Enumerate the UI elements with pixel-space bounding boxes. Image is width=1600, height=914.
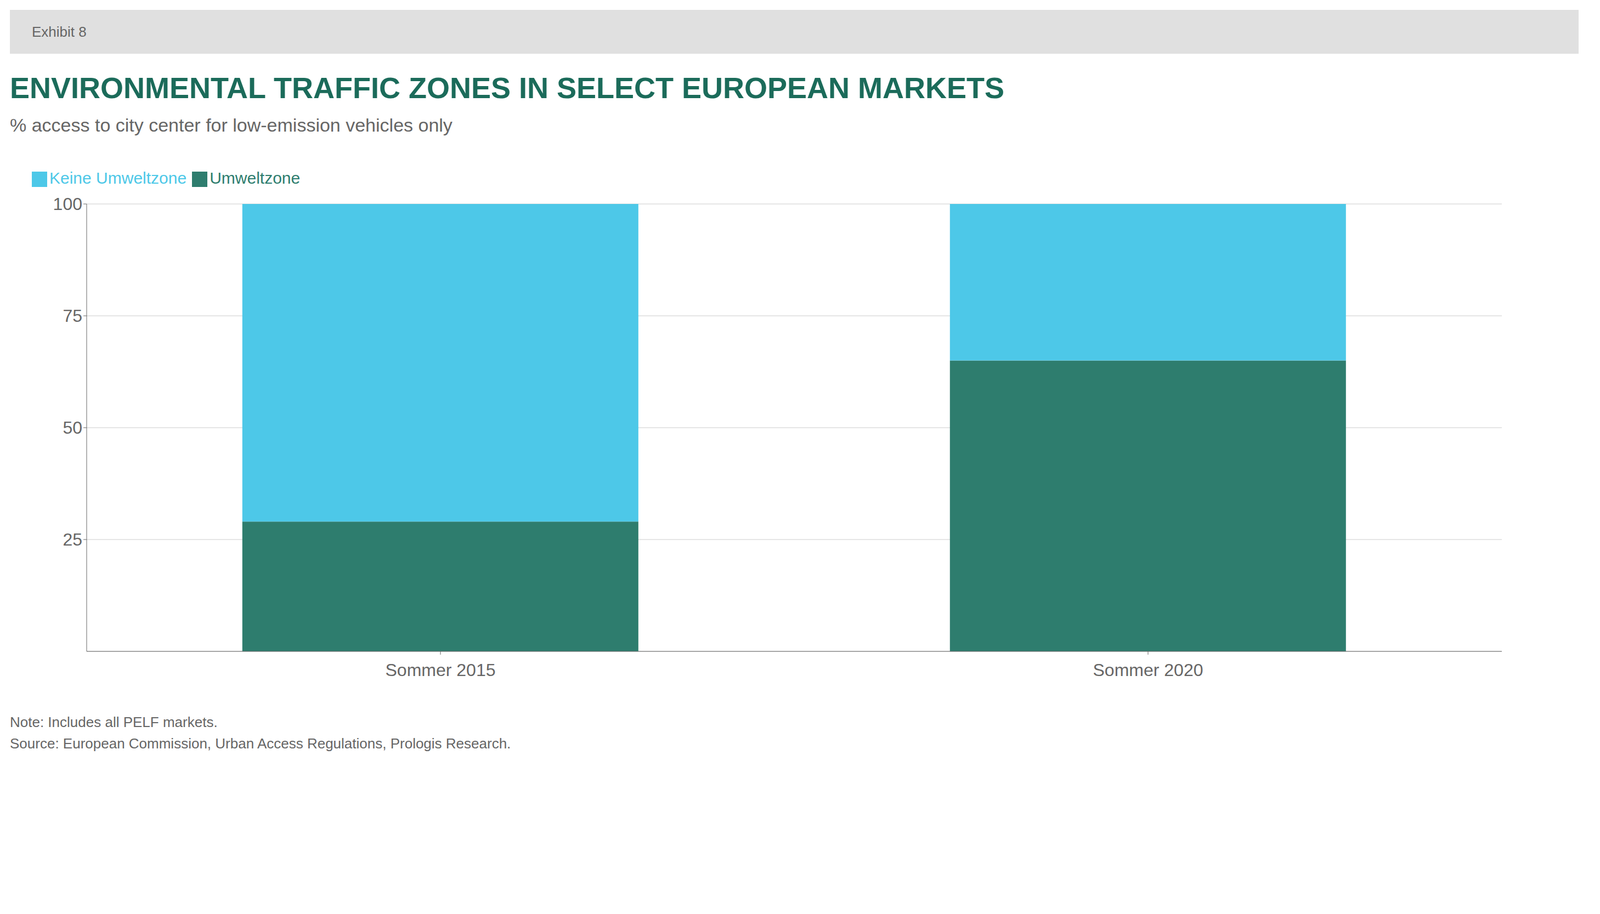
- html-text:ENVIRONMENTAL TRAFFIC ZONES IN: ENVIRONMENTAL TRAFFIC ZONES IN SELECT EU…: [9, 71, 1005, 105]
- svg-text:75: 75: [62, 306, 83, 326]
- html-text:Source: European Commission, U: Source: European Commission, Urban Acces…: [9, 735, 511, 752]
- svg-text:Sommer 2020: Sommer 2020: [1093, 660, 1204, 681]
- svg-text:50: 50: [62, 417, 83, 438]
- svg-text:25: 25: [62, 529, 83, 550]
- svg-text:Sommer 2015: Sommer 2015: [385, 660, 496, 681]
- svg-text:100: 100: [53, 194, 83, 214]
- html-text:% access to city center for lo: % access to city center for low-emission…: [9, 114, 453, 136]
- html-text:Exhibit 8: Exhibit 8: [31, 23, 87, 40]
- html-text:Note: Includes all PELF market: Note: Includes all PELF markets.: [9, 714, 218, 731]
- html-text:Umweltzone: Umweltzone: [209, 168, 301, 187]
- html-text:Keine Umweltzone: Keine Umweltzone: [49, 168, 187, 187]
